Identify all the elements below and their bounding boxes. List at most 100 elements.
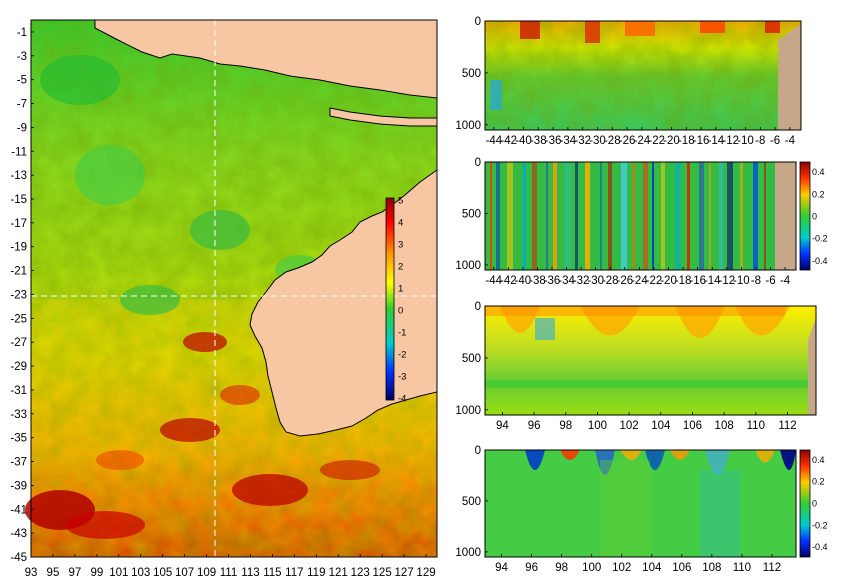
panel4-y-tick-label: 1000	[455, 547, 481, 559]
panel2-x-tick-label: -16	[689, 275, 706, 287]
panel3-axis-ticks: 0 500 1000 94 96 98 100 102 104 106 108 110 112	[455, 301, 796, 432]
panel2-frame	[484, 161, 797, 271]
panel1-y-tick-label: 500	[462, 68, 481, 80]
panel3-x-tick-label: 108	[715, 420, 734, 432]
panel2-velocity-stripe	[600, 162, 602, 270]
panel2-y-tick-label: 1000	[455, 260, 481, 272]
map-x-tick-label: 105	[153, 567, 172, 579]
panel4-colorbar-tick-label: -0.4	[812, 542, 828, 552]
panel4-velocity-plumes	[525, 450, 796, 557]
panel1-frame	[484, 20, 802, 131]
panel1-x-tick-label: -4	[785, 135, 796, 147]
panel2-y-tick-label: 500	[462, 208, 481, 220]
panel2-velocity-stripe	[490, 162, 492, 270]
panel1-plot	[484, 20, 802, 131]
panel4-y-tick-label: 500	[462, 496, 481, 508]
panel4-x-tick-label: 108	[702, 562, 721, 574]
panel3-y-tick-label: 1000	[455, 405, 481, 417]
panel1-x-tick-label: -40	[515, 135, 532, 147]
map-x-tick-label: 121	[329, 567, 348, 579]
panel3-warm-lobes	[485, 306, 790, 338]
panel3-x-tick-label: 96	[528, 420, 541, 432]
map-colorbar-tick-label: -3	[398, 372, 406, 383]
panel3-land	[808, 318, 816, 415]
map-y-tick-label: -33	[10, 409, 27, 421]
panel1-y-tick-label: 1000	[455, 120, 481, 132]
panel1-y-tick-label: 0	[475, 16, 481, 28]
panel1-x-tick-label: -36	[545, 135, 562, 147]
panel3-x-tick-label: 94	[496, 420, 509, 432]
map-y-tick-label: -3	[17, 51, 27, 63]
panel2-x-tick-label: -30	[587, 275, 604, 287]
panel2-x-tick-label: -22	[646, 275, 663, 287]
map-y-tick-label: -9	[17, 122, 27, 134]
panel1-x-tick-label: -16	[693, 135, 710, 147]
panel1-x-tick-label: -10	[737, 135, 754, 147]
map-colorbar-tick-label: 2	[398, 262, 403, 273]
panel1-x-tick-label: -26	[619, 135, 636, 147]
map-y-tick-label: -35	[10, 433, 27, 445]
panel2-velocity-stripe	[546, 162, 548, 270]
panel1-x-tick-label: -42	[500, 135, 517, 147]
map-x-tick-label: 97	[68, 567, 81, 579]
panel2-x-tick-label: -42	[500, 275, 517, 287]
panel2-velocity-stripe	[643, 162, 648, 270]
sst-map-plot	[25, 19, 438, 558]
panel2-velocity-stripe	[719, 162, 723, 270]
map-y-tick-label: -31	[10, 385, 27, 397]
map-colorbar-tick-label: 5	[398, 196, 403, 207]
panel2-x-tick-label: -12	[718, 275, 735, 287]
panel1-x-tick-label: -6	[770, 135, 780, 147]
panel3-x-tick-label: 98	[559, 420, 572, 432]
map-y-tick-label: -5	[17, 75, 27, 87]
panel2-x-tick-label: -20	[660, 275, 677, 287]
panel4-colorbar-gradient	[799, 449, 811, 558]
map-y-tick-label: -21	[10, 266, 27, 278]
panel1-x-tick-label: -12	[722, 135, 739, 147]
panel2-colorbar-tick-label: -0.2	[812, 234, 828, 244]
panel2-x-tick-label: -36	[544, 275, 561, 287]
map-x-tick-label: 103	[131, 567, 150, 579]
panel4-x-tick-label: 100	[582, 562, 601, 574]
map-x-tick-label: 101	[109, 567, 128, 579]
map-y-tick-label: -11	[11, 146, 27, 158]
map-frame	[30, 19, 438, 558]
panel1-x-tick-label: -14	[708, 135, 725, 147]
map-y-tick-label: -29	[10, 361, 27, 373]
panel4-colorbar-tick-label: -0.2	[812, 520, 828, 530]
panel2-colorbar-tick-label: -0.4	[812, 256, 828, 266]
panel2-velocity-stripe	[553, 162, 557, 270]
map-y-tick-label: -45	[10, 552, 27, 564]
map-y-tick-label: -37	[10, 457, 27, 469]
map-y-tick-label: -15	[10, 194, 27, 206]
panel4-axis-ticks: 0 500 1000 94 96 98 100 102 104 106 108 110 112 0.4 0.…	[455, 445, 827, 574]
panel2-x-tick-label: -34	[558, 275, 575, 287]
panel4-colorbar-tick-label: 0.2	[812, 477, 825, 487]
panel2-colorbar-gradient	[799, 161, 811, 271]
panel2-x-tick-label: -32	[573, 275, 590, 287]
panel1-x-tick-label: -24	[634, 135, 651, 147]
panel2-x-tick-label: -44	[485, 275, 502, 287]
panel2-x-tick-label: -40	[515, 275, 532, 287]
panel1-surface-warm	[520, 21, 780, 43]
map-x-axis-ticks: 93 95 97 99 101 103 105 107 109 111 113 115 117 119 12…	[25, 554, 436, 579]
map-x-tick-label: 95	[47, 567, 60, 579]
map-y-tick-label: -27	[10, 337, 27, 349]
map-y-axis-ticks: -1 -3 -5 -7 -9 -11 -13 -15 -17 -19 -21 -23 -25 -27 -29…	[10, 27, 34, 564]
panel2-x-tick-label: -6	[765, 275, 775, 287]
panel3-deep-band	[485, 380, 816, 388]
panel3-x-tick-label: 106	[683, 420, 702, 432]
panel2-velocity-stripe	[621, 162, 627, 270]
map-y-tick-label: -39	[10, 480, 27, 492]
panel1-x-tick-label: -44	[486, 135, 503, 147]
panel2-velocity-stripe	[507, 162, 513, 270]
panel2-velocity-stripe	[661, 162, 665, 270]
panel3-x-tick-label: 110	[747, 420, 765, 432]
panel2-velocity-stripe	[753, 162, 758, 270]
panel4-x-tick-label: 112	[763, 562, 781, 574]
panel2-velocity-stripes	[490, 162, 766, 270]
panel3-x-tick-label: 104	[651, 420, 671, 432]
map-y-tick-label: -1	[17, 27, 27, 39]
map-colorbar-tick-label: -4	[398, 394, 406, 405]
panel3-y-tick-label: 500	[462, 353, 481, 365]
